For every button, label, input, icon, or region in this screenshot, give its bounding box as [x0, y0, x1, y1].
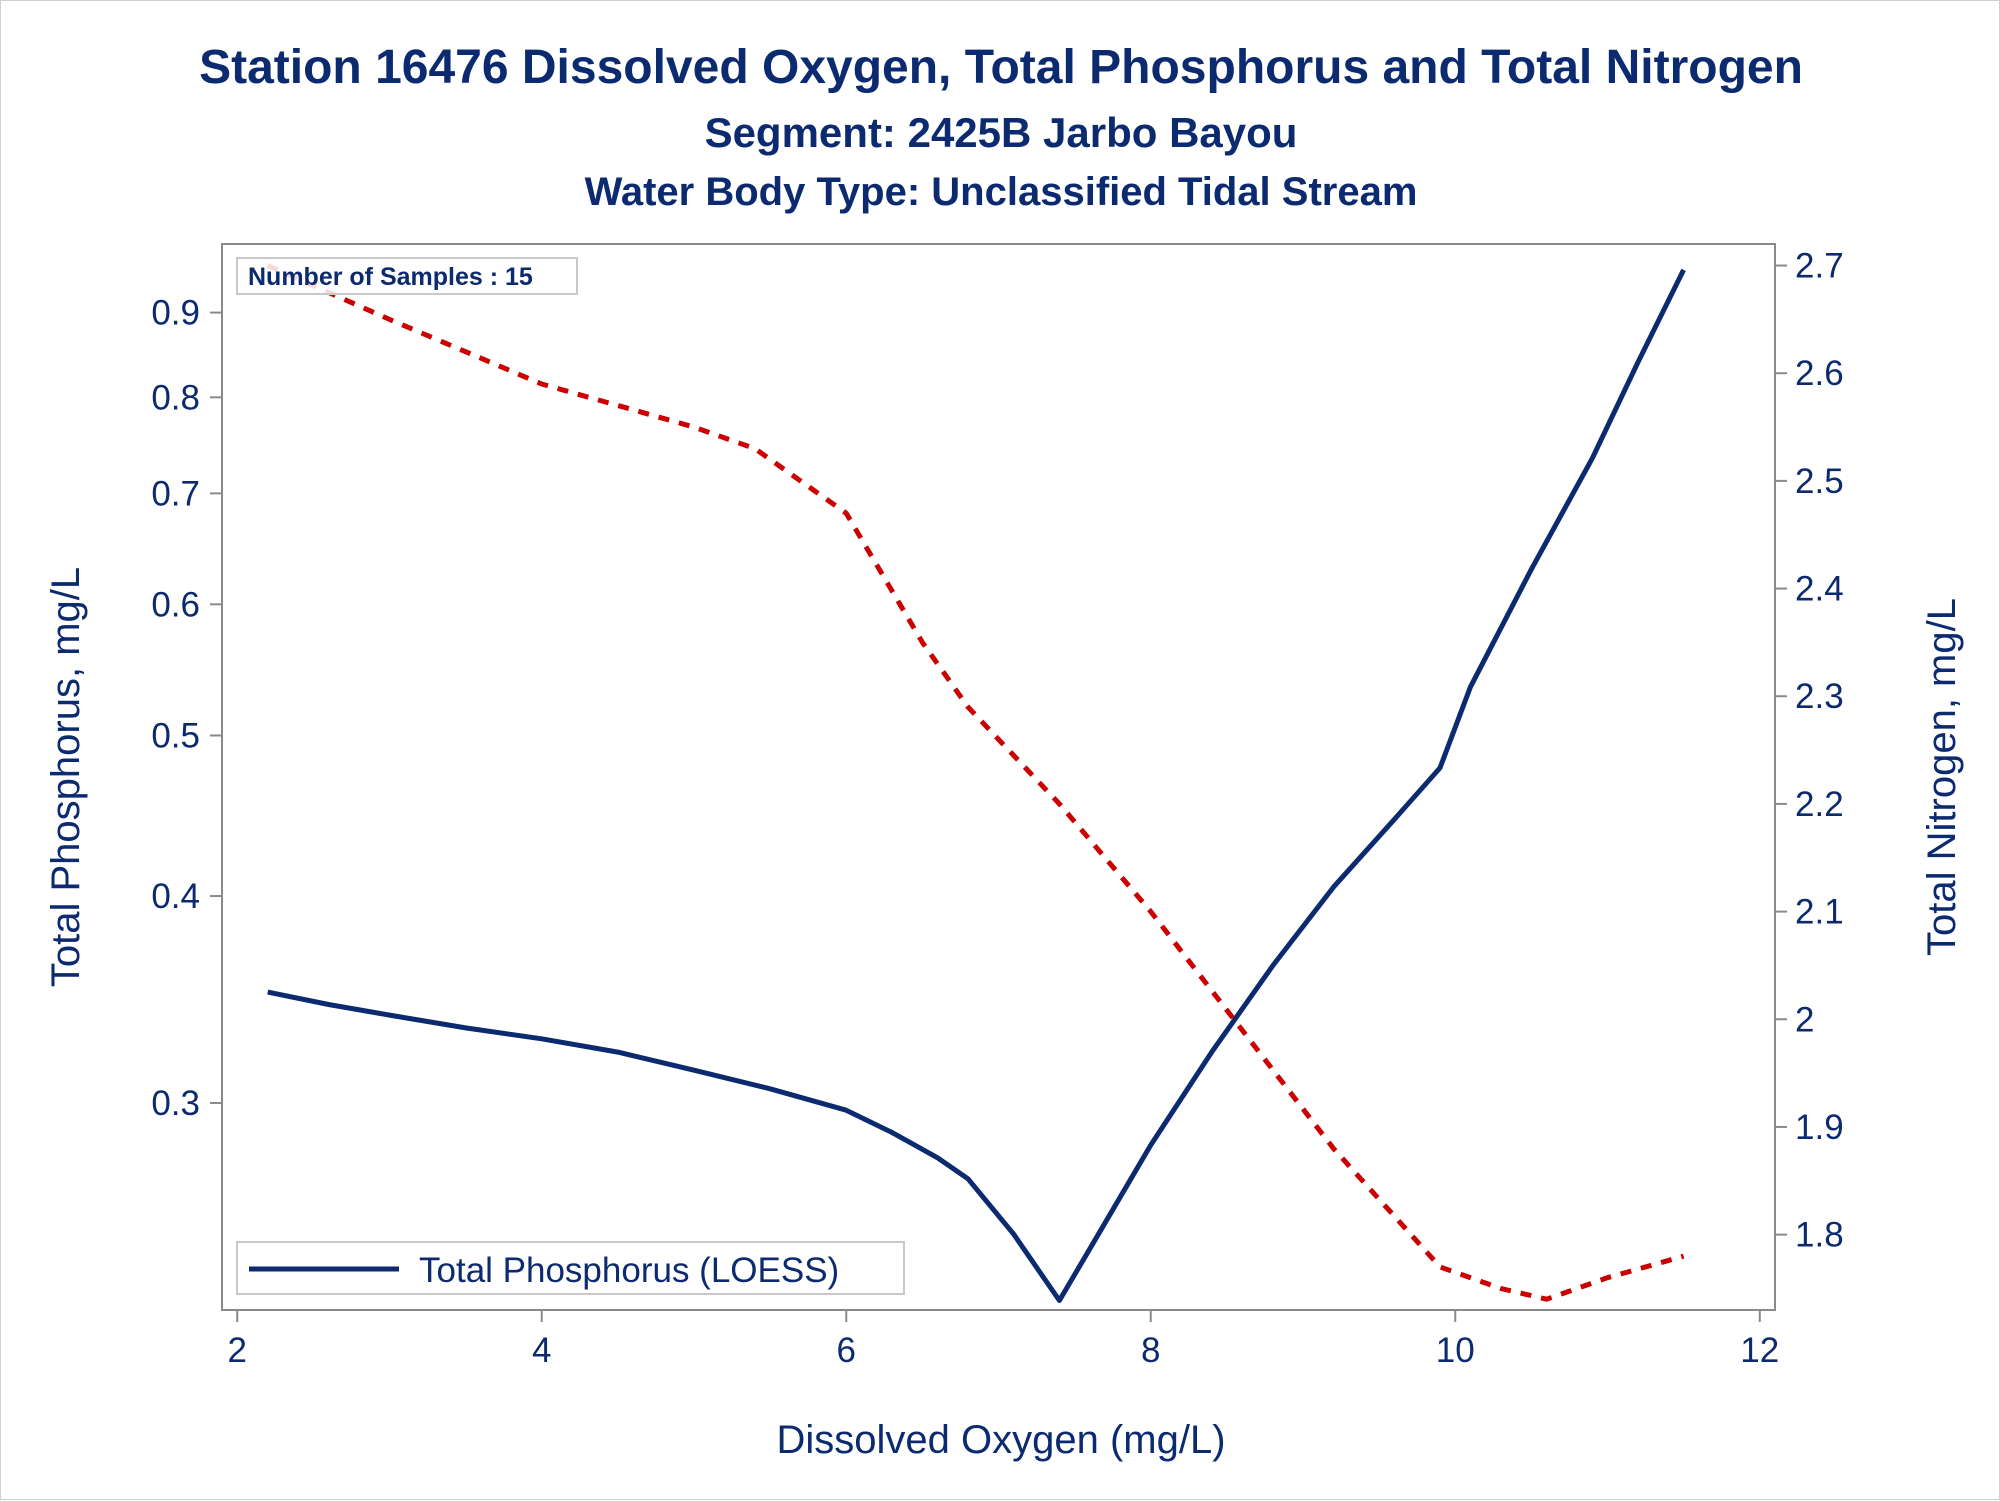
y-right-tick-label: 2.2: [1795, 785, 1844, 824]
x-axis: 2 4 6 8 10 12: [227, 1310, 1779, 1370]
series-line-total-nitrogen: [266, 263, 1685, 1302]
chart-subtitle-segment: Segment: 2425B Jarbo Bayou: [705, 109, 1298, 156]
y-right-tick-label: 2.1: [1795, 893, 1844, 932]
y-right-tick-label: 2.3: [1795, 677, 1844, 716]
y-right-tick-label: 2.5: [1795, 462, 1844, 501]
legend-box: [236, 1241, 905, 1295]
y-axis-right-label: Total Nitrogen, mg/L: [1920, 598, 1964, 956]
x-tick-label: 12: [1740, 1331, 1779, 1370]
series-line-total-phosphorus: [267, 268, 1686, 1303]
chart-subtitle-water-body: Water Body Type: Unclassified Tidal Stre…: [585, 170, 1418, 214]
legend: Total Phosphorus (LOESS): [236, 1241, 905, 1295]
chart-title: Station 16476 Dissolved Oxygen, Total Ph…: [199, 41, 1803, 94]
x-tick-label: 4: [532, 1331, 551, 1370]
y-left-tick-label: 0.7: [151, 474, 200, 513]
y-right-tick-label: 2: [1795, 1000, 1814, 1039]
y-left-tick-label: 0.4: [151, 877, 200, 916]
y-right-tick-label: 1.8: [1795, 1216, 1844, 1255]
sample-count-text: Number of Samples : 15: [248, 263, 533, 291]
y-right-tick-label: 2.4: [1795, 570, 1844, 609]
y-right-tick-label: 2.7: [1795, 247, 1844, 286]
sample-count-inset: Number of Samples : 15: [236, 257, 578, 295]
plot-area: [221, 243, 1776, 1311]
y-axis-right: 1.8 1.9 2 2.1 2.2 2.3 2.4 2.5 2.6 2.7: [1775, 247, 1844, 1255]
x-tick-label: 10: [1436, 1331, 1475, 1370]
y-left-tick-label: 0.8: [151, 378, 200, 417]
y-left-tick-label: 0.9: [151, 294, 200, 333]
y-axis-left: 0.3 0.4 0.5 0.6 0.7 0.8 0.9: [151, 294, 222, 1123]
legend-label-phosphorus: Total Phosphorus (LOESS): [419, 1251, 839, 1290]
y-left-tick-label: 0.5: [151, 716, 200, 755]
y-left-tick-label: 0.3: [151, 1084, 200, 1123]
y-right-tick-label: 2.6: [1795, 354, 1844, 393]
y-axis-left-label: Total Phosphorus, mg/L: [44, 567, 88, 987]
series-layer: [266, 263, 1686, 1303]
x-axis-label: Dissolved Oxygen (mg/L): [776, 1418, 1225, 1462]
x-tick-label: 2: [227, 1331, 246, 1370]
y-left-tick-label: 0.6: [151, 585, 200, 624]
x-tick-label: 8: [1141, 1331, 1160, 1370]
sample-count-box: [236, 257, 578, 295]
y-right-tick-label: 1.9: [1795, 1108, 1844, 1147]
x-tick-label: 6: [837, 1331, 856, 1370]
